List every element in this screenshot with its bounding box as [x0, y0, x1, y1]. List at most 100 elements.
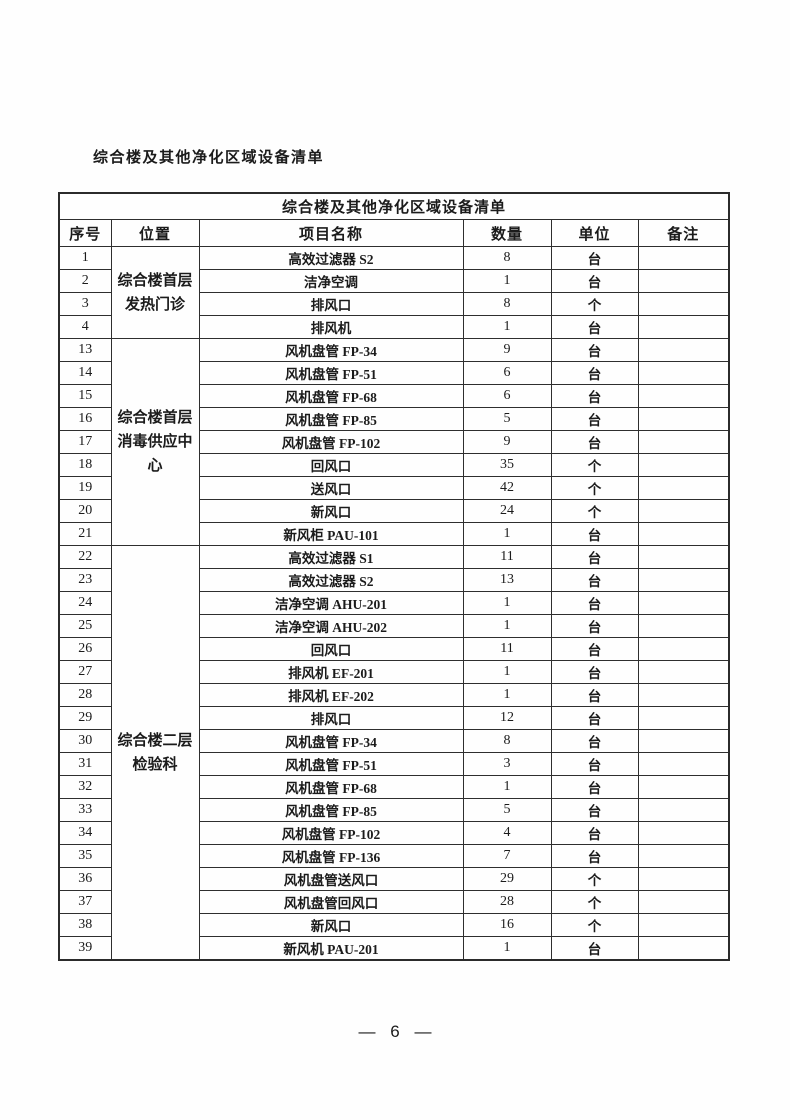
cell-unit: 台: [550, 936, 639, 961]
cell-serial-number: 25: [58, 614, 112, 638]
cell-note: [637, 729, 730, 753]
document-heading: 综合楼及其他净化区域设备清单: [93, 150, 325, 166]
cell-quantity: 4: [462, 821, 552, 845]
cell-note: [637, 821, 730, 845]
cell-quantity: 8: [462, 292, 552, 316]
cell-unit: 台: [550, 660, 639, 684]
cell-note: [637, 522, 730, 546]
cell-unit: 台: [550, 361, 639, 385]
table-row: 32 风机盘管 FP-68 1 台: [58, 775, 730, 799]
column-header-3: 数量: [462, 219, 552, 247]
table-row: 25 洁净空调 AHU-202 1 台: [58, 614, 730, 638]
table-title-row: 综合楼及其他净化区域设备清单: [58, 192, 730, 220]
cell-item-name: 风机盘管 FP-136: [198, 844, 464, 868]
cell-serial-number: 17: [58, 430, 112, 454]
cell-note: [637, 315, 730, 339]
cell-unit: 台: [550, 798, 639, 822]
cell-serial-number: 39: [58, 936, 112, 961]
cell-item-name: 风机盘管 FP-68: [198, 775, 464, 799]
column-header-5: 备注: [637, 219, 730, 247]
table-row: 34 风机盘管 FP-102 4 台: [58, 821, 730, 845]
cell-item-name: 洁净空调 AHU-202: [198, 614, 464, 638]
cell-quantity: 1: [462, 269, 552, 293]
cell-serial-number: 26: [58, 637, 112, 661]
cell-quantity: 5: [462, 407, 552, 431]
cell-item-name: 排风机 EF-202: [198, 683, 464, 707]
cell-item-name: 排风口: [198, 292, 464, 316]
cell-serial-number: 30: [58, 729, 112, 753]
cell-quantity: 1: [462, 775, 552, 799]
cell-unit: 台: [550, 729, 639, 753]
cell-unit: 个: [550, 476, 639, 500]
cell-item-name: 风机盘管 FP-102: [198, 430, 464, 454]
cell-serial-number: 1: [58, 246, 112, 270]
table-row: 30 风机盘管 FP-34 8 台: [58, 729, 730, 753]
table-row: 20 新风口 24 个: [58, 499, 730, 523]
cell-serial-number: 36: [58, 867, 112, 891]
cell-item-name: 新风柜 PAU-101: [198, 522, 464, 546]
cell-item-name: 风机盘管 FP-85: [198, 798, 464, 822]
cell-unit: 台: [550, 752, 639, 776]
table-row: 1 综合楼首层发热门诊 高效过滤器 S2 8 台: [58, 246, 730, 339]
cell-serial-number: 32: [58, 775, 112, 799]
cell-unit: 台: [550, 706, 639, 730]
table-row: 18 回风口 35 个: [58, 453, 730, 477]
cell-note: [637, 775, 730, 799]
cell-note: [637, 269, 730, 293]
cell-note: [637, 660, 730, 684]
cell-quantity: 5: [462, 798, 552, 822]
cell-note: [637, 706, 730, 730]
cell-serial-number: 23: [58, 568, 112, 592]
cell-serial-number: 20: [58, 499, 112, 523]
cell-unit: 台: [550, 637, 639, 661]
cell-quantity: 1: [462, 522, 552, 546]
cell-item-name: 新风口: [198, 499, 464, 523]
table-row: 39 新风机 PAU-201 1 台: [58, 936, 730, 961]
cell-item-name: 洁净空调 AHU-201: [198, 591, 464, 615]
cell-serial-number: 28: [58, 683, 112, 707]
cell-note: [637, 407, 730, 431]
table-row: 35 风机盘管 FP-136 7 台: [58, 844, 730, 868]
cell-quantity: 13: [462, 568, 552, 592]
cell-note: [637, 752, 730, 776]
cell-item-name: 回风口: [198, 453, 464, 477]
cell-serial-number: 29: [58, 706, 112, 730]
cell-serial-number: 34: [58, 821, 112, 845]
cell-unit: 台: [550, 315, 639, 339]
cell-quantity: 8: [462, 729, 552, 753]
cell-note: [637, 453, 730, 477]
column-header-1: 位置: [110, 219, 200, 247]
table-body: 1 综合楼首层发热门诊 高效过滤器 S2 8 台 2 洁净空调 1 台 3 排风口 8 个 4 排风机 1 台 1…: [58, 246, 730, 961]
cell-quantity: 35: [462, 453, 552, 477]
cell-note: [637, 591, 730, 615]
cell-unit: 台: [550, 775, 639, 799]
cell-note: [637, 614, 730, 638]
cell-quantity: 42: [462, 476, 552, 500]
cell-quantity: 29: [462, 867, 552, 891]
cell-note: [637, 890, 730, 914]
cell-quantity: 1: [462, 660, 552, 684]
table-row: 24 洁净空调 AHU-201 1 台: [58, 591, 730, 615]
table-row: 28 排风机 EF-202 1 台: [58, 683, 730, 707]
cell-serial-number: 14: [58, 361, 112, 385]
cell-quantity: 9: [462, 430, 552, 454]
cell-item-name: 风机盘管 FP-51: [198, 752, 464, 776]
cell-quantity: 1: [462, 936, 552, 961]
cell-unit: 台: [550, 338, 639, 362]
cell-quantity: 6: [462, 384, 552, 408]
cell-unit: 个: [550, 890, 639, 914]
table-row: 26 回风口 11 台: [58, 637, 730, 661]
cell-quantity: 28: [462, 890, 552, 914]
cell-unit: 个: [550, 453, 639, 477]
cell-item-name: 风机盘管 FP-34: [198, 729, 464, 753]
cell-item-name: 风机盘管 FP-51: [198, 361, 464, 385]
cell-unit: 台: [550, 407, 639, 431]
cell-note: [637, 499, 730, 523]
cell-quantity: 11: [462, 545, 552, 569]
table-row: 23 高效过滤器 S2 13 台: [58, 568, 730, 592]
cell-item-name: 排风口: [198, 706, 464, 730]
cell-unit: 个: [550, 499, 639, 523]
cell-serial-number: 13: [58, 338, 112, 362]
cell-serial-number: 37: [58, 890, 112, 914]
